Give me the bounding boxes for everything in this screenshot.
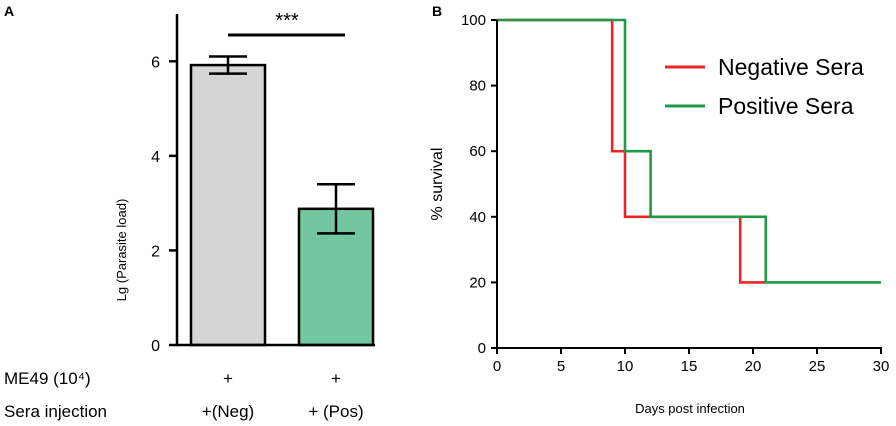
a-significance-stars: *** [275, 10, 299, 32]
b-series-line [497, 18, 881, 284]
b-x-tick-label: 5 [557, 358, 565, 375]
b-x-tick-label: 30 [873, 358, 890, 375]
a-bars [189, 63, 375, 347]
b-series [497, 18, 881, 284]
a-category-rows: ME49 (10⁴) + + Sera injection +(Neg) + (Pos) [4, 369, 364, 421]
a-bar [189, 63, 267, 347]
b-y-tick-label: 80 [469, 78, 486, 95]
b-y-tick-label: 40 [469, 209, 486, 226]
b-legend: Negative Sera Positive Sera [665, 54, 864, 119]
b-x-tick-label: 25 [809, 358, 826, 375]
b-x-tick-label: 20 [745, 358, 762, 375]
a-y-tick-label: 4 [151, 149, 160, 166]
a-error-bars [209, 55, 355, 235]
a-row-value: +(Neg) [202, 402, 254, 421]
b-y-axis-label: % survival [429, 148, 446, 221]
a-y-ticks: 0 2 4 6 [151, 54, 177, 355]
a-row-label: ME49 (10⁴) [4, 369, 91, 388]
a-y-tick-label: 2 [151, 243, 160, 260]
b-legend-label: Negative Sera [718, 54, 864, 80]
a-y-axis-label: Lg (Parasite load) [114, 199, 129, 302]
a-significance: *** [228, 10, 345, 37]
b-legend-label: Positive Sera [718, 93, 854, 119]
a-y-tick-label: 6 [151, 54, 160, 71]
b-y-tick-label: 20 [469, 274, 486, 291]
b-x-tick-label: 15 [681, 358, 698, 375]
panel-b-label: B [432, 3, 442, 19]
panel-b: B % survival Days post infection 0 20 40 60… [429, 3, 889, 416]
b-y-tick-label: 60 [469, 143, 486, 160]
b-x-ticks: 0 5 10 15 20 25 30 [493, 348, 890, 375]
panel-a-label: A [4, 3, 14, 19]
b-series-line [497, 18, 766, 284]
a-row-value: + [223, 369, 233, 388]
a-row-value: + [331, 369, 341, 388]
b-x-tick-label: 0 [493, 358, 501, 375]
b-x-tick-label: 10 [617, 358, 634, 375]
a-row-value: + (Pos) [308, 402, 363, 421]
a-row-label: Sera injection [4, 402, 107, 421]
b-x-axis-label: Days post infection [635, 401, 745, 416]
b-y-tick-label: 0 [478, 340, 486, 357]
b-y-ticks: 0 20 40 60 80 100 [461, 12, 497, 357]
a-y-tick-label: 0 [151, 338, 160, 355]
b-y-tick-label: 100 [461, 12, 486, 29]
panel-a: A Lg (Parasite load) 0 2 4 6 *** ME49 (10⁴)… [4, 3, 375, 421]
